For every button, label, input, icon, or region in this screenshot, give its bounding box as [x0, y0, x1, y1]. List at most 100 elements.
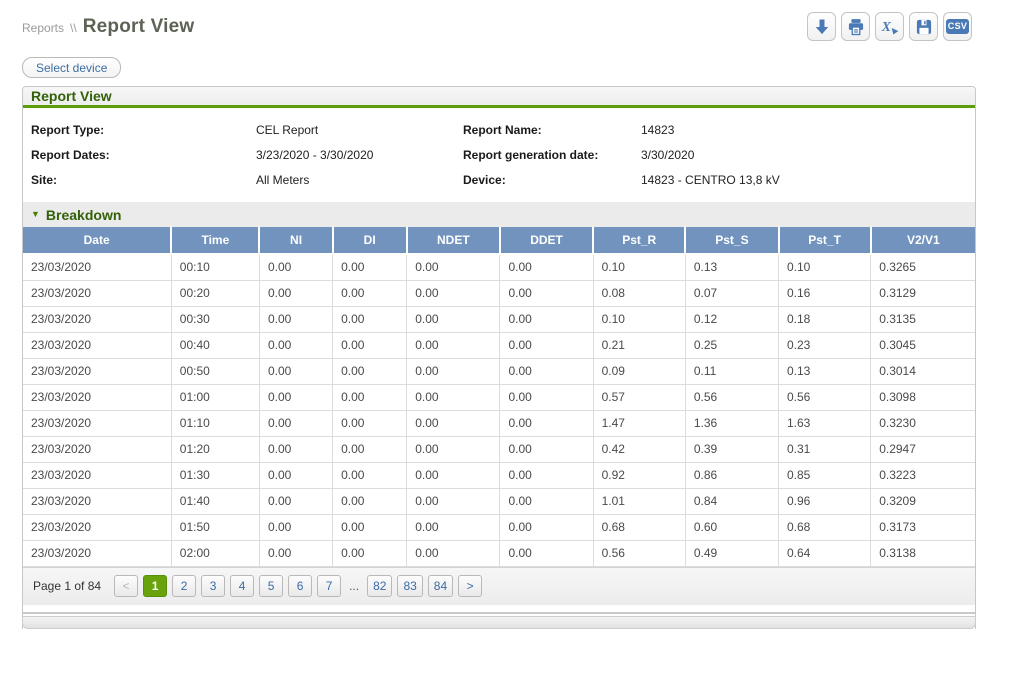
table-cell: 0.3223 [871, 462, 975, 488]
page-button-82[interactable]: 82 [367, 575, 392, 597]
table-cell: 0.96 [779, 488, 871, 514]
page-button-6[interactable]: 6 [288, 575, 312, 597]
table-cell: 0.00 [259, 514, 332, 540]
table-cell: 1.47 [593, 410, 685, 436]
table-cell: 23/03/2020 [23, 488, 171, 514]
table-row: 23/03/202000:300.000.000.000.000.100.120… [23, 306, 975, 332]
download-button[interactable] [807, 12, 836, 41]
column-header-v2-v1[interactable]: V2/V1 [871, 227, 975, 254]
column-header-date[interactable]: Date [23, 227, 171, 254]
report-generation-date-value: 3/30/2020 [641, 143, 967, 168]
table-cell: 0.00 [407, 280, 500, 306]
table-cell: 23/03/2020 [23, 436, 171, 462]
page-button-84[interactable]: 84 [428, 575, 453, 597]
table-cell: 0.56 [779, 384, 871, 410]
table-cell: 0.00 [333, 410, 407, 436]
report-view-panel: Report View Report Type: CEL Report Repo… [22, 86, 976, 629]
table-row: 23/03/202002:000.000.000.000.000.560.490… [23, 540, 975, 566]
table-cell: 0.00 [259, 462, 332, 488]
table-cell: 0.39 [685, 436, 778, 462]
table-cell: 23/03/2020 [23, 514, 171, 540]
page-button-4[interactable]: 4 [230, 575, 254, 597]
print-button[interactable] [841, 12, 870, 41]
table-cell: 0.00 [500, 462, 593, 488]
excel-export-button[interactable]: X [875, 12, 904, 41]
page-title: Report View [83, 16, 195, 38]
table-cell: 0.3138 [871, 540, 975, 566]
download-icon [812, 17, 832, 37]
table-cell: 1.01 [593, 488, 685, 514]
table-cell: 01:40 [171, 488, 259, 514]
table-cell: 0.23 [779, 332, 871, 358]
horizontal-scrollbar[interactable] [23, 605, 975, 614]
table-cell: 0.00 [333, 332, 407, 358]
table-cell: 0.00 [259, 358, 332, 384]
table-cell: 01:10 [171, 410, 259, 436]
table-cell: 0.00 [407, 254, 500, 280]
table-cell: 0.00 [333, 254, 407, 280]
breadcrumb-separator: \\ [70, 21, 77, 35]
column-header-ndet[interactable]: NDET [407, 227, 500, 254]
print-icon [846, 17, 866, 37]
table-cell: 02:00 [171, 540, 259, 566]
table-cell: 1.63 [779, 410, 871, 436]
table-cell: 0.3173 [871, 514, 975, 540]
table-cell: 0.00 [500, 358, 593, 384]
save-button[interactable] [909, 12, 938, 41]
page-button-5[interactable]: 5 [259, 575, 283, 597]
table-cell: 0.00 [259, 332, 332, 358]
page-button-3[interactable]: 3 [201, 575, 225, 597]
column-header-pst-r[interactable]: Pst_R [593, 227, 685, 254]
page-button-7[interactable]: 7 [317, 575, 341, 597]
table-cell: 0.3014 [871, 358, 975, 384]
table-cell: 0.10 [593, 306, 685, 332]
column-header-di[interactable]: DI [333, 227, 407, 254]
prev-page-button[interactable]: < [114, 575, 138, 597]
page-button-83[interactable]: 83 [397, 575, 422, 597]
table-cell: 23/03/2020 [23, 306, 171, 332]
table-cell: 23/03/2020 [23, 384, 171, 410]
column-header-pst-t[interactable]: Pst_T [779, 227, 871, 254]
table-cell: 00:20 [171, 280, 259, 306]
table-cell: 0.3098 [871, 384, 975, 410]
table-cell: 0.31 [779, 436, 871, 462]
table-cell: 0.00 [333, 436, 407, 462]
device-label: Device: [463, 168, 641, 193]
report-name-label: Report Name: [463, 118, 641, 143]
column-header-time[interactable]: Time [171, 227, 259, 254]
table-cell: 0.3135 [871, 306, 975, 332]
table-cell: 0.68 [779, 514, 871, 540]
table-cell: 0.00 [333, 358, 407, 384]
table-cell: 0.49 [685, 540, 778, 566]
breakdown-title: Breakdown [46, 207, 121, 223]
table-cell: 0.00 [500, 540, 593, 566]
table-cell: 1.36 [685, 410, 778, 436]
table-cell: 0.00 [500, 306, 593, 332]
table-cell: 0.84 [685, 488, 778, 514]
table-cell: 0.86 [685, 462, 778, 488]
panel-header: Report View [23, 87, 975, 108]
table-cell: 0.00 [259, 384, 332, 410]
table-cell: 0.00 [407, 306, 500, 332]
table-cell: 0.00 [259, 436, 332, 462]
table-cell: 0.08 [593, 280, 685, 306]
page-button-1[interactable]: 1 [143, 575, 167, 597]
breadcrumb-reports-link[interactable]: Reports [22, 21, 64, 35]
column-header-ni[interactable]: NI [259, 227, 332, 254]
excel-icon: X [880, 17, 900, 37]
table-cell: 0.00 [407, 514, 500, 540]
column-header-pst-s[interactable]: Pst_S [685, 227, 778, 254]
select-device-button[interactable]: Select device [22, 57, 121, 78]
report-type-label: Report Type: [31, 118, 256, 143]
breakdown-section-toggle[interactable]: ▼ Breakdown [23, 202, 975, 227]
table-row: 23/03/202000:200.000.000.000.000.080.070… [23, 280, 975, 306]
table-cell: 0.00 [333, 540, 407, 566]
column-header-ddet[interactable]: DDET [500, 227, 593, 254]
csv-export-button[interactable]: CSV [943, 12, 972, 41]
next-page-button[interactable]: > [458, 575, 482, 597]
page-button-2[interactable]: 2 [172, 575, 196, 597]
table-row: 23/03/202001:200.000.000.000.000.420.390… [23, 436, 975, 462]
table-cell: 23/03/2020 [23, 280, 171, 306]
table-cell: 0.3129 [871, 280, 975, 306]
table-cell: 0.57 [593, 384, 685, 410]
